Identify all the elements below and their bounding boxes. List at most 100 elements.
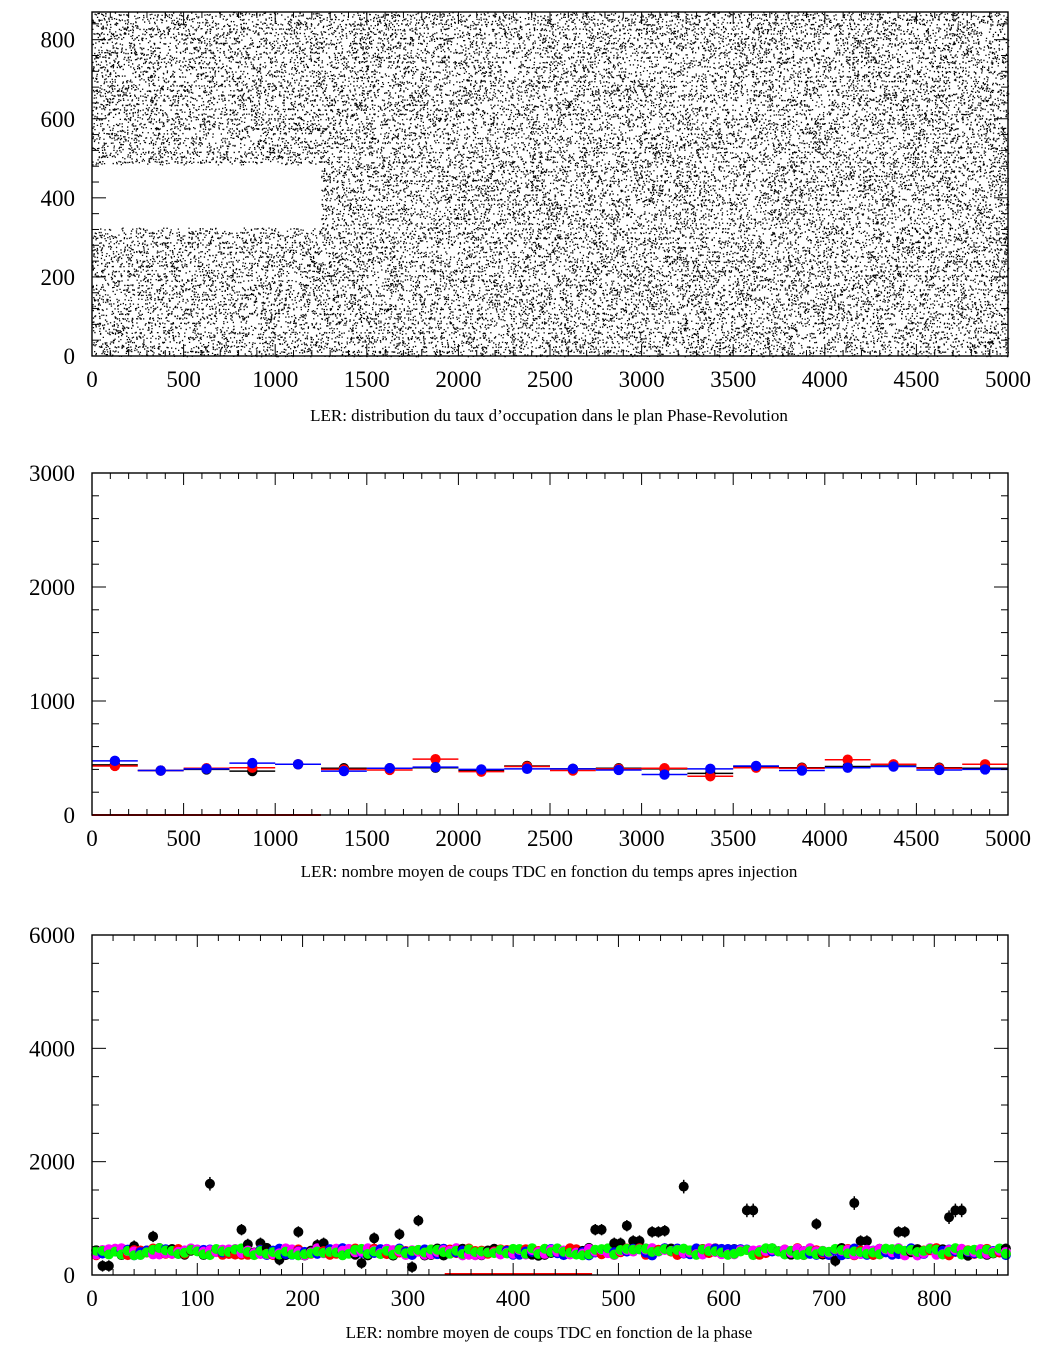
bin-point-blue [521,763,533,775]
bin-point-blue [613,764,624,776]
x-tick-label: 2000 [435,367,481,392]
x-tick-label: 2500 [527,826,573,851]
tdc-phase-points [91,1176,1011,1275]
phase-point-green [1000,1248,1011,1259]
phase-point-black [811,1219,822,1229]
tdc-vs-time-panel: 0 500 1000 1500 2000 2500 3000 3500 4000 4500 5000… [29,461,1031,881]
bin-point-red [842,754,853,765]
bin-point-blue [155,765,166,776]
x-tick-label: 500 [601,1286,636,1311]
phase-point-black [204,1178,215,1189]
phase-point-black [394,1229,405,1240]
phase-point-black [956,1205,967,1216]
tdc-time-caption: LER: nombre moyen de coups TDC en foncti… [301,862,798,881]
x-tick-label: 4000 [802,826,848,851]
phase-point-black [596,1224,607,1235]
bin-point-blue [796,765,808,776]
plot-frame [91,934,1009,1276]
x-tick-label: 300 [391,1286,426,1311]
bin-point-blue [384,763,395,774]
phase-point-black [236,1224,247,1235]
tdc-phase-axes: 0 100 200 300 400 500 600 700 800 0 2000 4000 6000 [29,923,1009,1311]
bin-point-blue [567,763,579,775]
x-tick-label: 4500 [893,826,939,851]
x-tick-label: 0 [86,826,98,851]
y-tick-label: 600 [41,107,76,132]
x-tick-label: 1000 [252,826,298,851]
bin-point-blue [430,761,441,773]
y-tick-label: 400 [41,186,76,211]
x-tick-label: 600 [706,1286,741,1311]
y-tick-label: 0 [64,344,76,369]
phase-point-black [849,1198,860,1209]
phase-point-black [748,1205,759,1216]
x-tick-label: 500 [166,826,201,851]
phase-point-black [413,1215,424,1226]
y-tick-label: 1000 [29,689,75,714]
occupancy-dots [92,12,1010,358]
tdc-time-axes: 0 500 1000 1500 2000 2500 3000 3500 4000 4500 5000… [29,461,1031,851]
phase-point-black [944,1212,955,1223]
x-tick-label: 0 [86,367,98,392]
x-tick-label: 3500 [710,826,756,851]
x-tick-label: 0 [86,1286,98,1311]
x-tick-label: 100 [180,1286,215,1311]
occupancy-points [92,12,1010,358]
phase-point-black [407,1262,418,1273]
phase-point-black [621,1220,632,1231]
bin-point-blue [201,763,212,775]
x-tick-label: 3000 [619,826,665,851]
x-tick-label: 2500 [527,367,573,392]
x-tick-label: 1000 [252,367,298,392]
occupancy-axes: 0 500 1000 1500 2000 2500 3000 3500 4000 4500 5000… [41,11,1031,392]
bin-point-blue [934,764,945,776]
bin-point-blue [247,757,258,769]
x-tick-label: 400 [496,1286,531,1311]
y-tick-label: 4000 [29,1036,75,1061]
phase-point-black [678,1181,689,1192]
bin-point-blue [888,761,899,772]
bin-point-blue [705,763,716,775]
y-tick-label: 2000 [29,575,75,600]
x-tick-label: 200 [285,1286,320,1311]
bin-point-red [430,753,441,765]
y-tick-label: 800 [41,28,76,53]
x-tick-label: 4500 [893,367,939,392]
phase-point-black [659,1225,670,1236]
x-tick-label: 3500 [710,367,756,392]
bin-point-blue [750,760,762,772]
tdc-time-points [92,753,1008,816]
occupancy-scatter-panel: 0 500 1000 1500 2000 2500 3000 3500 4000 4500 5000… [41,11,1031,425]
phase-point-black [356,1258,367,1269]
x-tick-label: 800 [917,1286,952,1311]
x-tick-label: 5000 [985,826,1031,851]
tdc-phase-caption: LER: nombre moyen de coups TDC en foncti… [346,1323,753,1342]
bin-point-blue [338,765,350,777]
phase-point-black [103,1260,114,1271]
y-tick-label: 6000 [29,923,75,948]
tdc-vs-phase-panel: 0 100 200 300 400 500 600 700 800 0 2000 4000 6000 L… [29,923,1011,1342]
bin-point-red [705,771,716,782]
x-tick-label: 2000 [435,826,481,851]
phase-point-black [369,1233,380,1244]
phase-point-black [318,1238,329,1249]
phase-point-black [634,1236,645,1246]
y-tick-label: 0 [64,803,76,828]
phase-point-black [148,1231,159,1242]
bin-point-blue [979,764,991,775]
bin-point-blue [476,764,487,775]
y-tick-label: 3000 [29,461,75,486]
x-tick-label: 1500 [344,826,390,851]
phase-point-black [899,1226,910,1237]
occupancy-caption: LER: distribution du taux d’occupation d… [310,406,788,425]
bin-point-blue [842,762,853,773]
phase-point-black [293,1226,304,1237]
x-tick-label: 4000 [802,367,848,392]
x-tick-label: 5000 [985,367,1031,392]
phase-point-black [861,1236,872,1246]
x-tick-label: 500 [166,367,201,392]
x-tick-label: 3000 [619,367,665,392]
y-tick-label: 200 [41,265,76,290]
bin-point-blue [292,759,304,770]
